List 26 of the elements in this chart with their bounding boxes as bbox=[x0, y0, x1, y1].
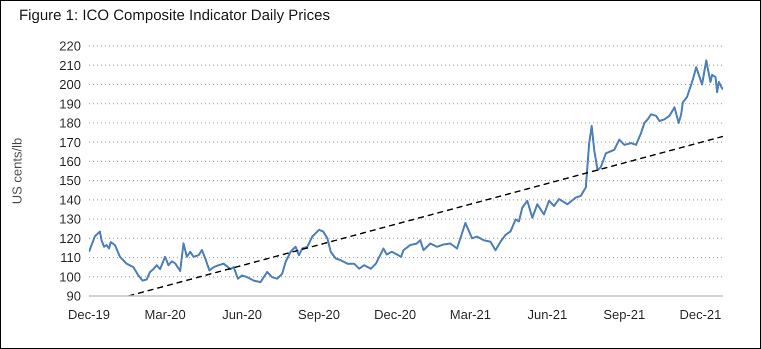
x-tick-label: Mar-20 bbox=[144, 307, 186, 322]
y-tick-label: 170 bbox=[59, 134, 81, 150]
y-tick-label: 150 bbox=[59, 173, 81, 188]
y-tick-label: 210 bbox=[59, 58, 81, 73]
x-tick-label: Dec-19 bbox=[68, 307, 110, 322]
y-tick-label: 120 bbox=[59, 230, 81, 246]
y-tick-label: 100 bbox=[59, 269, 81, 284]
y-tick-label: 140 bbox=[59, 192, 81, 208]
y-tick-label: 160 bbox=[59, 154, 81, 169]
line-series bbox=[89, 59, 723, 284]
x-tick-label: Jun-21 bbox=[527, 307, 568, 322]
x-tick-label: Sep-20 bbox=[298, 307, 340, 322]
y-tick-label: 130 bbox=[59, 212, 81, 227]
chart-title: Figure 1: ICO Composite Indicator Daily Prices bbox=[19, 7, 330, 24]
y-tick-label: 190 bbox=[59, 96, 81, 112]
x-tick-label: Jun-20 bbox=[222, 307, 262, 322]
y-tick-label: 180 bbox=[59, 116, 81, 131]
x-tick-label: Dec-21 bbox=[679, 307, 722, 322]
x-tick-label: Dec-20 bbox=[374, 307, 416, 322]
y-tick-label: 220 bbox=[59, 38, 81, 54]
y-axis-title: US cents/lb bbox=[10, 138, 25, 204]
y-tick-label: 110 bbox=[60, 250, 81, 266]
x-tick-label: Sep-21 bbox=[603, 307, 646, 322]
y-tick-label: 200 bbox=[59, 77, 81, 92]
y-tick-label: 90 bbox=[66, 288, 81, 304]
x-tick-label: Mar-21 bbox=[450, 307, 491, 322]
